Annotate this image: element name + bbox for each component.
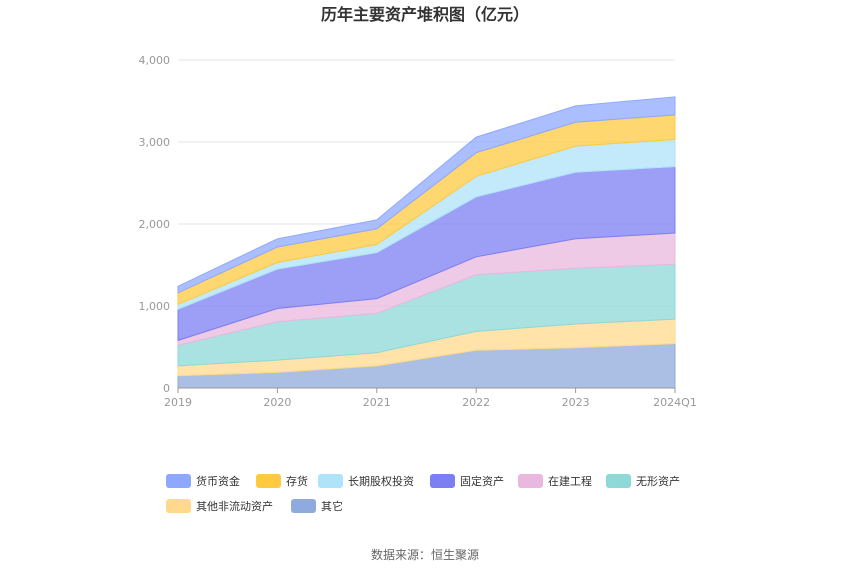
x-tick-label: 2021	[363, 396, 391, 409]
legend-swatch	[318, 474, 343, 488]
y-tick-label: 2,000	[139, 218, 171, 231]
legend-label: 其他非流动资产	[196, 499, 273, 513]
legend-swatch	[256, 474, 281, 488]
legend-label: 货币资金	[196, 474, 240, 488]
legend-swatch	[606, 474, 631, 488]
legend-label: 存货	[286, 474, 308, 488]
legend-label: 无形资产	[636, 474, 680, 488]
x-tick-label: 2020	[263, 396, 291, 409]
y-tick-label: 0	[163, 382, 170, 395]
x-tick-label: 2019	[164, 396, 192, 409]
x-tick-label: 2024Q1	[653, 396, 697, 409]
y-tick-label: 1,000	[139, 300, 171, 313]
legend-swatch	[166, 474, 191, 488]
area-series-7	[177, 96, 676, 294]
legend-label: 其它	[321, 499, 343, 513]
y-tick-label: 3,000	[139, 136, 171, 149]
x-tick-label: 2023	[562, 396, 590, 409]
legend-swatch	[291, 499, 316, 513]
x-tick-label: 2022	[462, 396, 490, 409]
legend-swatch	[166, 499, 191, 513]
legend-label: 在建工程	[548, 474, 592, 488]
axes: 0 1,000 2,000 3,000 4,000 2019 2020 2021 2022 202…	[139, 54, 697, 409]
legend-label: 固定资产	[460, 474, 504, 488]
chart-title: 历年主要资产堆积图（亿元）	[321, 5, 529, 24]
area-series	[177, 96, 676, 389]
data-source: 数据来源：恒生聚源	[371, 547, 479, 562]
legend-swatch	[518, 474, 543, 488]
legend-swatch	[430, 474, 455, 488]
legend-label: 长期股权投资	[348, 474, 414, 488]
y-tick-label: 4,000	[139, 54, 171, 67]
